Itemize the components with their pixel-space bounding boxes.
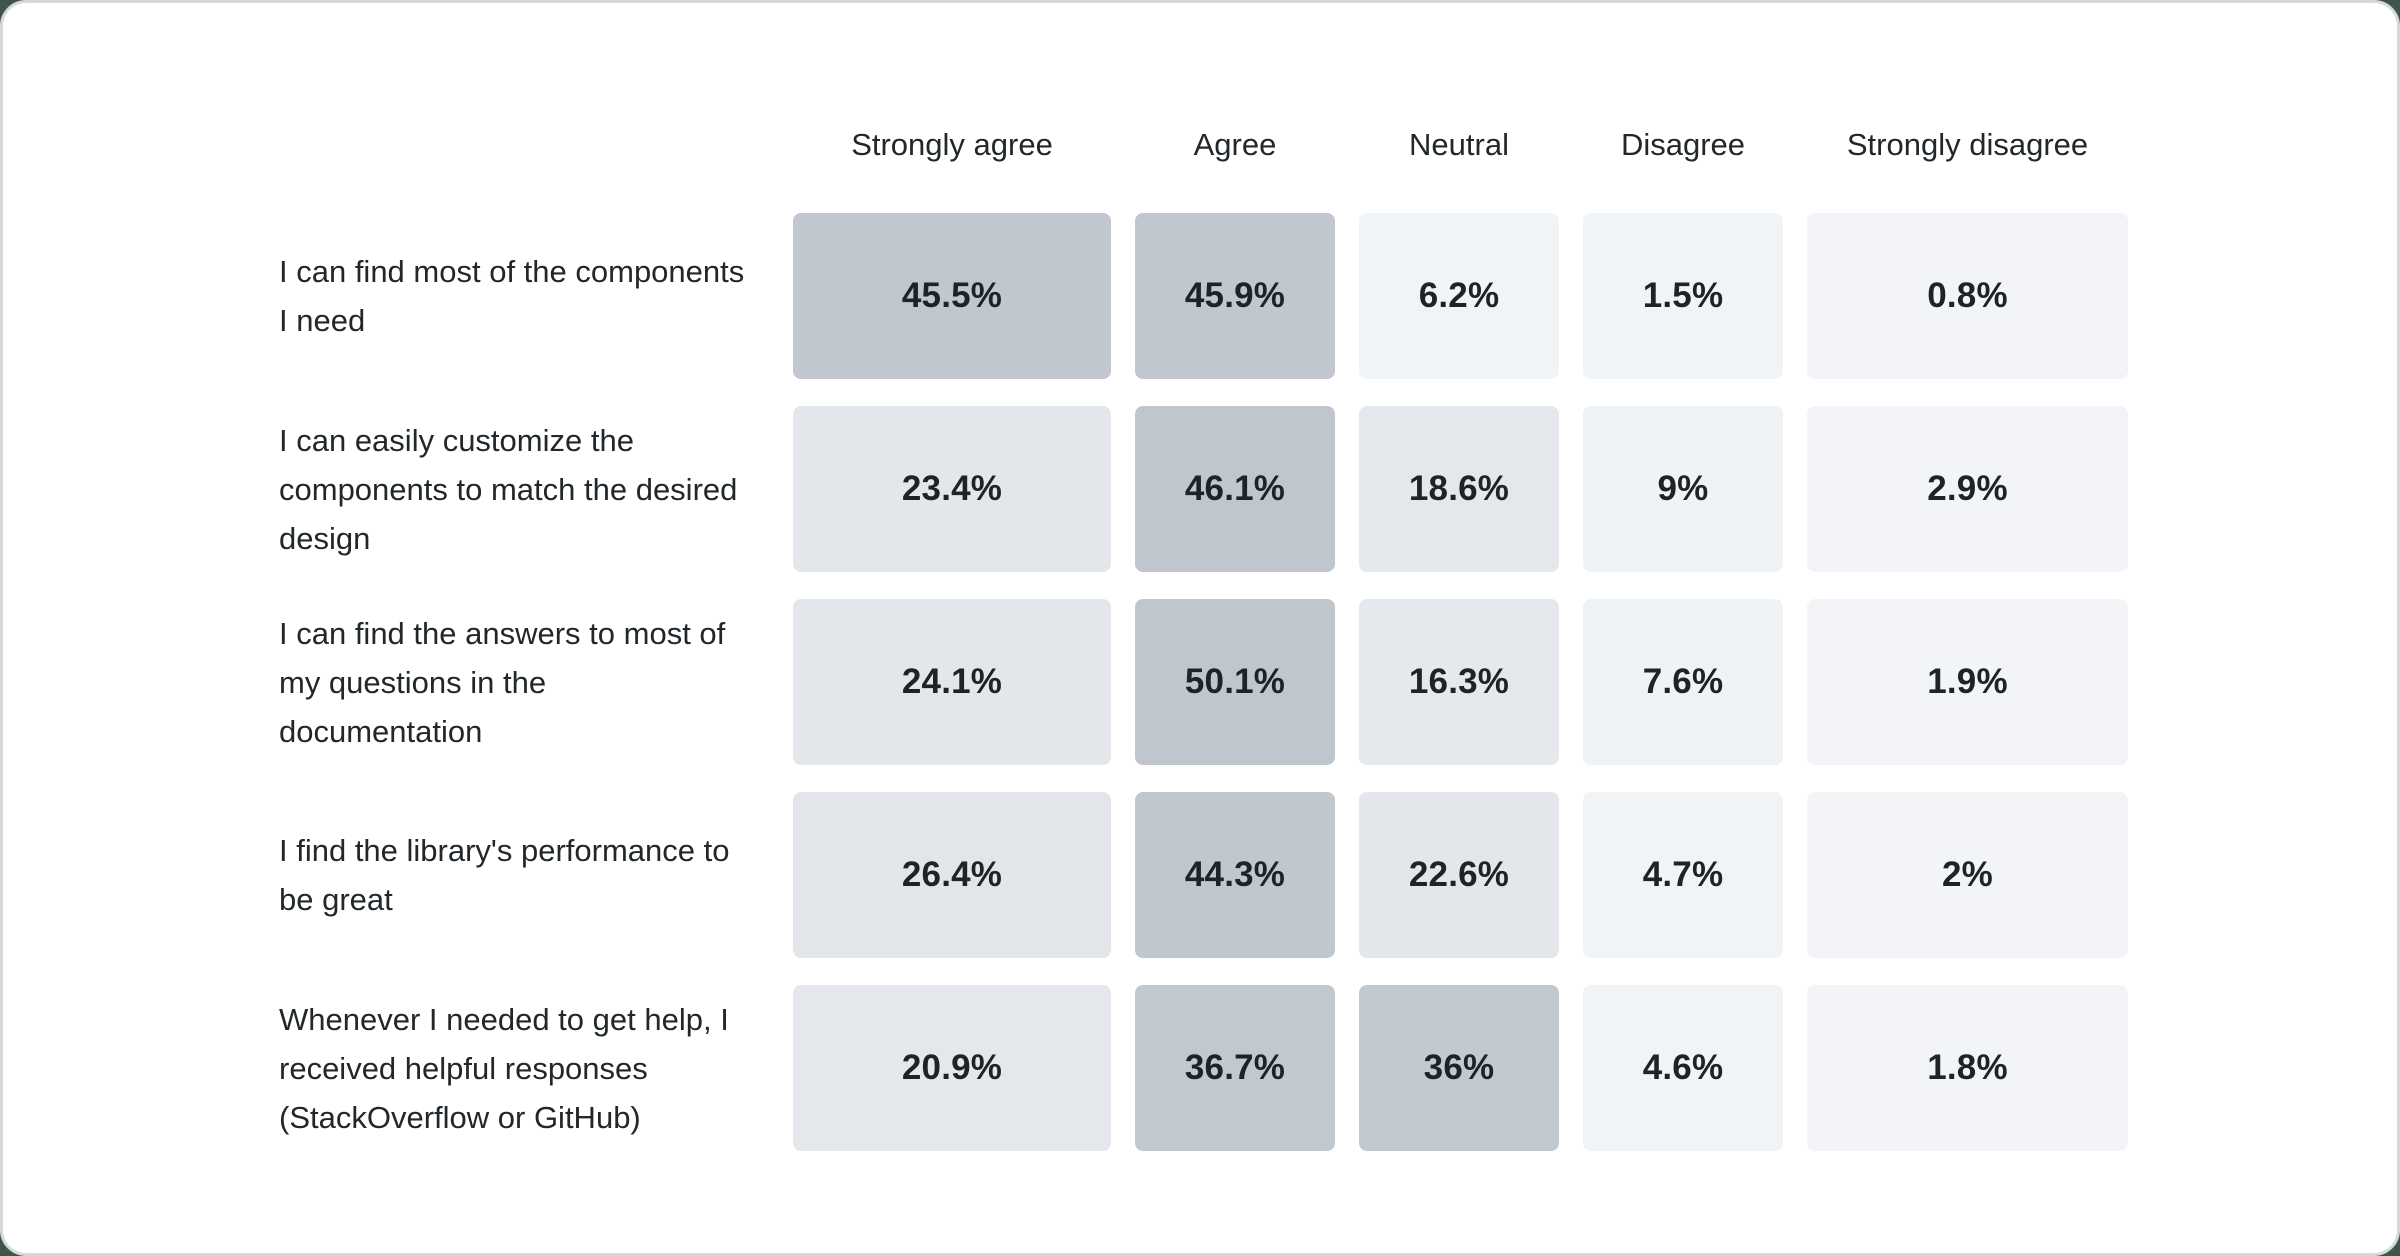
column-header-strongly-agree: Strongly agree [851, 127, 1053, 162]
heatmap-cell: 24.1% [793, 599, 1111, 765]
heatmap-cell: 9% [1583, 406, 1783, 572]
heatmap-cell: 36% [1359, 985, 1559, 1151]
heatmap-cell: 1.9% [1807, 599, 2128, 765]
column-header-neutral: Neutral [1409, 127, 1509, 162]
heatmap-cell: 0.8% [1807, 213, 2128, 379]
heatmap-cell: 16.3% [1359, 599, 1559, 765]
heatmap-cell: 44.3% [1135, 792, 1335, 958]
heatmap-cell: 20.9% [793, 985, 1111, 1151]
heatmap-cell: 22.6% [1359, 792, 1559, 958]
column-header-agree: Agree [1193, 127, 1277, 162]
heatmap-cell: 50.1% [1135, 599, 1335, 765]
heatmap-cell: 23.4% [793, 406, 1111, 572]
heatmap-cell: 1.5% [1583, 213, 1783, 379]
row-label: I can find most of the components I need [279, 254, 745, 338]
table-corner-spacer [279, 125, 769, 186]
heatmap-cell: 46.1% [1135, 406, 1335, 572]
heatmap-cell: 6.2% [1359, 213, 1559, 379]
row-label: I can easily customize the components to… [279, 422, 738, 556]
heatmap-cell: 45.5% [793, 213, 1111, 379]
heatmap-cell: 2.9% [1807, 406, 2128, 572]
heatmap-cell: 45.9% [1135, 213, 1335, 379]
row-label: I find the library's performance to be g… [279, 833, 730, 917]
heatmap-cell: 4.7% [1583, 792, 1783, 958]
heatmap-cell: 26.4% [793, 792, 1111, 958]
heatmap-cell: 18.6% [1359, 406, 1559, 572]
heatmap-cell: 7.6% [1583, 599, 1783, 765]
heatmap-cell: 36.7% [1135, 985, 1335, 1151]
column-header-strongly-disagree: Strongly disagree [1846, 127, 2089, 162]
row-label: Whenever I needed to get help, I receive… [279, 1001, 729, 1135]
row-label: I can find the answers to most of my que… [279, 615, 726, 749]
heatmap-cell: 2% [1807, 792, 2128, 958]
heatmap-cell: 1.8% [1807, 985, 2128, 1151]
column-header-disagree: Disagree [1620, 127, 1746, 162]
heatmap-cell: 4.6% [1583, 985, 1783, 1151]
likert-heatmap-table: Strongly agree Agree Neutral Disagree Strong… [279, 125, 2128, 1151]
